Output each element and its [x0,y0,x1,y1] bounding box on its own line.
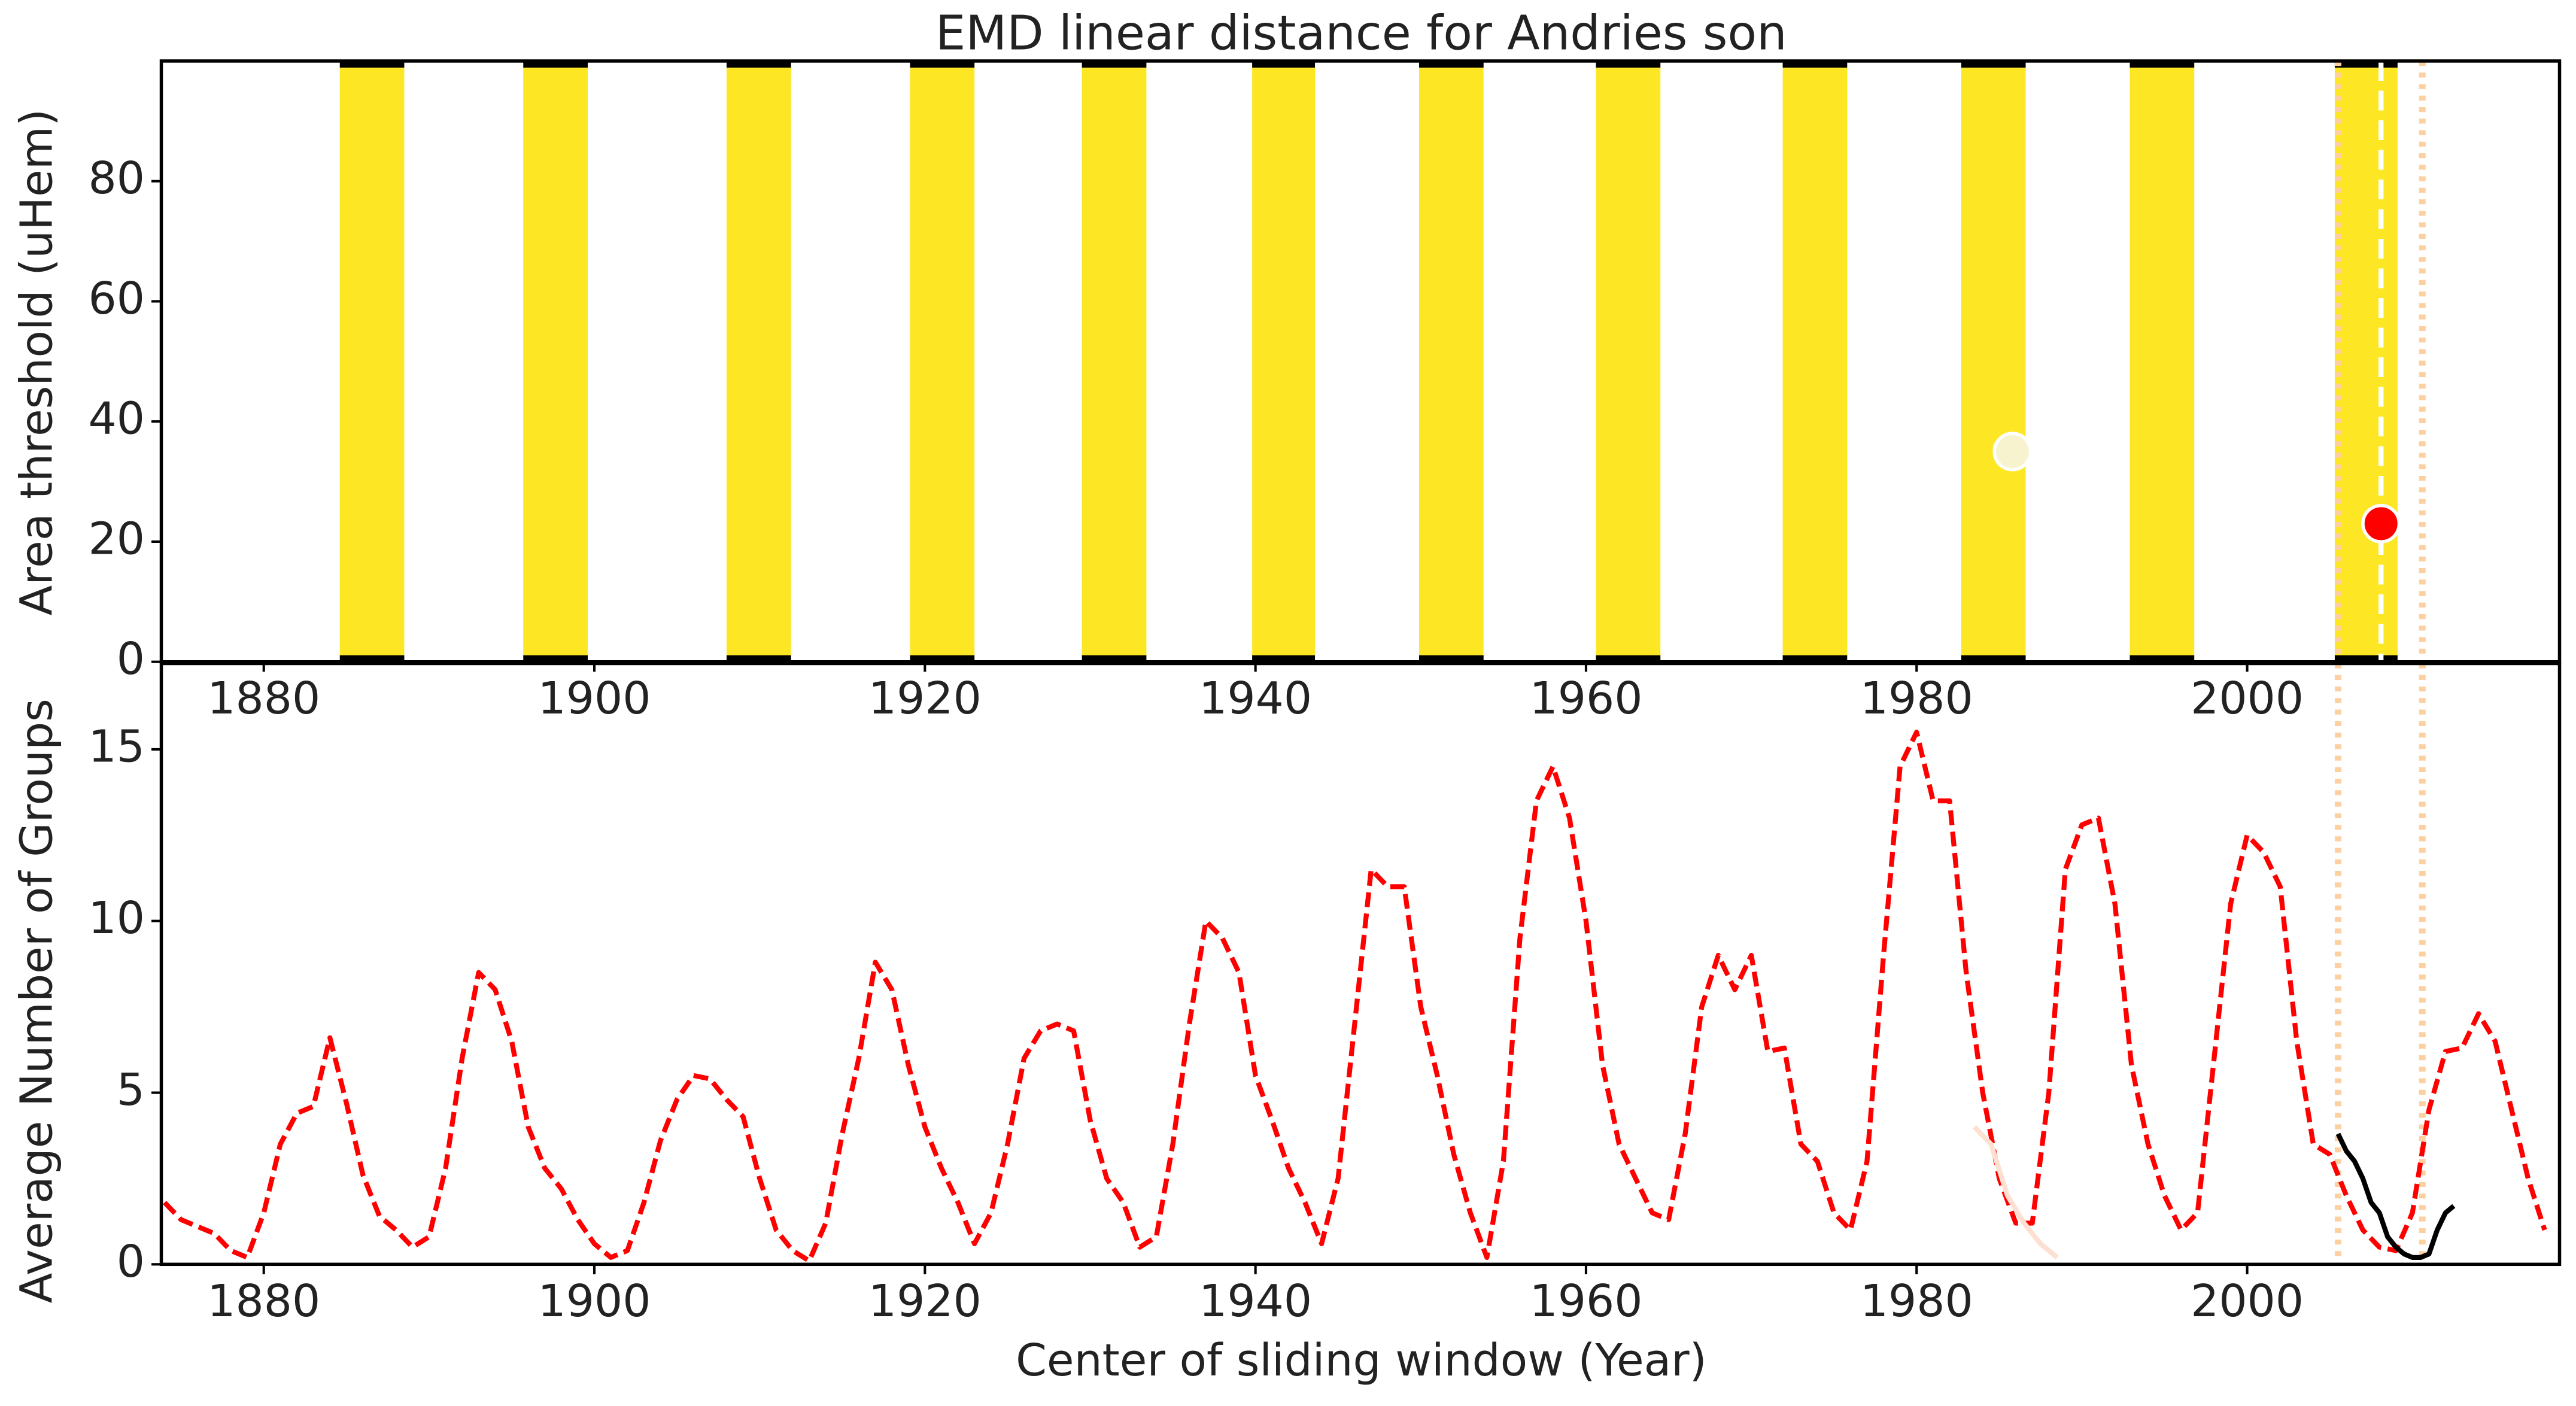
band-cap [1082,655,1147,662]
point [2361,503,2401,543]
x-tick-label: 1980 [1860,1275,1973,1327]
y-tick-label: 0 [117,633,145,685]
band-cap [1782,655,1848,662]
band [523,60,588,662]
band-cap [339,655,405,662]
y-axis-label: Average Number of Groups [11,699,63,1303]
band [910,60,975,662]
band-cap [2130,655,2195,662]
line-series [1972,1125,2059,1260]
plot-frame [159,661,2562,1267]
band [1082,60,1147,662]
y-tick-label: 0 [117,1235,145,1287]
y-tick-label: 60 [89,272,145,324]
x-tick-label: 2000 [2191,1275,2304,1327]
band-cap [2334,655,2398,662]
band [1419,60,1484,662]
y-tick-label: 10 [89,892,145,944]
band-cap [726,655,791,662]
line-series [163,730,2547,1264]
x-tick-label: 1900 [538,1275,651,1327]
x-tick-label: 2000 [2191,672,2304,724]
y-tick-label: 15 [89,720,145,772]
line-series [2335,1132,2456,1260]
point [1992,432,2033,472]
band-cap [2334,60,2398,68]
band [339,60,405,662]
band [1596,60,1661,662]
band-cap [1961,60,2026,68]
y-tick-label: 5 [117,1064,145,1116]
band [2334,60,2398,662]
band-cap [523,655,588,662]
band [1961,60,2026,662]
band-cap [910,655,975,662]
band [1782,60,1848,662]
band-cap [523,60,588,68]
x-tick-label: 1920 [868,672,982,724]
x-tick-label: 1940 [1199,672,1312,724]
y-tick-label: 20 [89,512,145,564]
chart-title: EMD linear distance for Andries son [935,5,1787,61]
band-cap [2130,60,2195,68]
band-cap [910,60,975,68]
band-cap [1961,655,2026,662]
y-axis-label: Area threshold (uHem) [11,109,63,616]
band-cap [1596,60,1661,68]
y-tick-label: 40 [89,393,145,445]
band-cap [1252,60,1316,68]
band-cap [1252,655,1316,662]
plot-frame [159,59,2562,664]
x-tick-label: 1880 [207,672,320,724]
band-cap [1419,655,1484,662]
band-cap [1782,60,1848,68]
band-cap [1596,655,1661,662]
band-cap [726,60,791,68]
band-cap [1082,60,1147,68]
x-tick-label: 1980 [1860,672,1973,724]
band [1252,60,1316,662]
x-tick-label: 1960 [1529,1275,1642,1327]
x-tick-label: 1920 [868,1275,982,1327]
x-tick-label: 1940 [1199,1275,1312,1327]
band [726,60,791,662]
y-tick-label: 80 [89,152,145,204]
band-cap [339,60,405,68]
band-cap [1419,60,1484,68]
x-tick-label: 1960 [1529,672,1642,724]
x-axis-label: Center of sliding window (Year) [1016,1334,1707,1386]
x-tick-label: 1880 [207,1275,320,1327]
x-tick-label: 1900 [538,672,651,724]
band [2130,60,2195,662]
